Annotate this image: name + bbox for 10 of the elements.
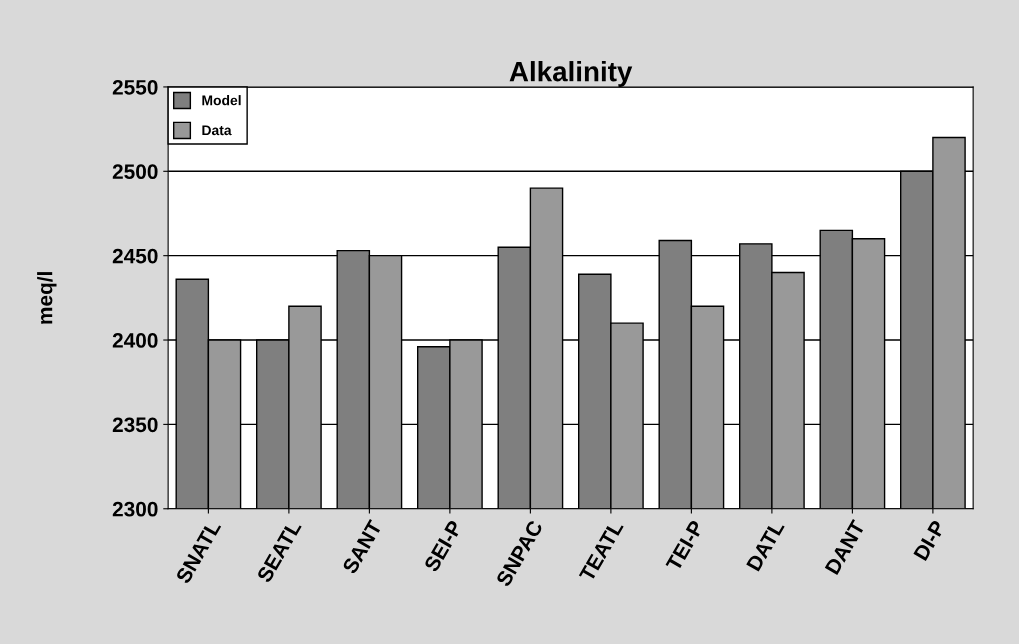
legend-label: Model [202, 95, 241, 106]
y-tick-label: 2350 [112, 417, 158, 433]
chart-title: Alkalinity [509, 61, 633, 87]
y-tick-label: 2300 [112, 501, 158, 517]
y-tick-label: 2500 [112, 164, 158, 180]
y-axis-title: meq/l [37, 272, 57, 324]
y-tick-label: 2550 [112, 79, 158, 95]
y-tick-label: 2450 [112, 248, 158, 264]
legend-label: Data [202, 125, 232, 136]
y-tick-label: 2400 [112, 333, 158, 348]
